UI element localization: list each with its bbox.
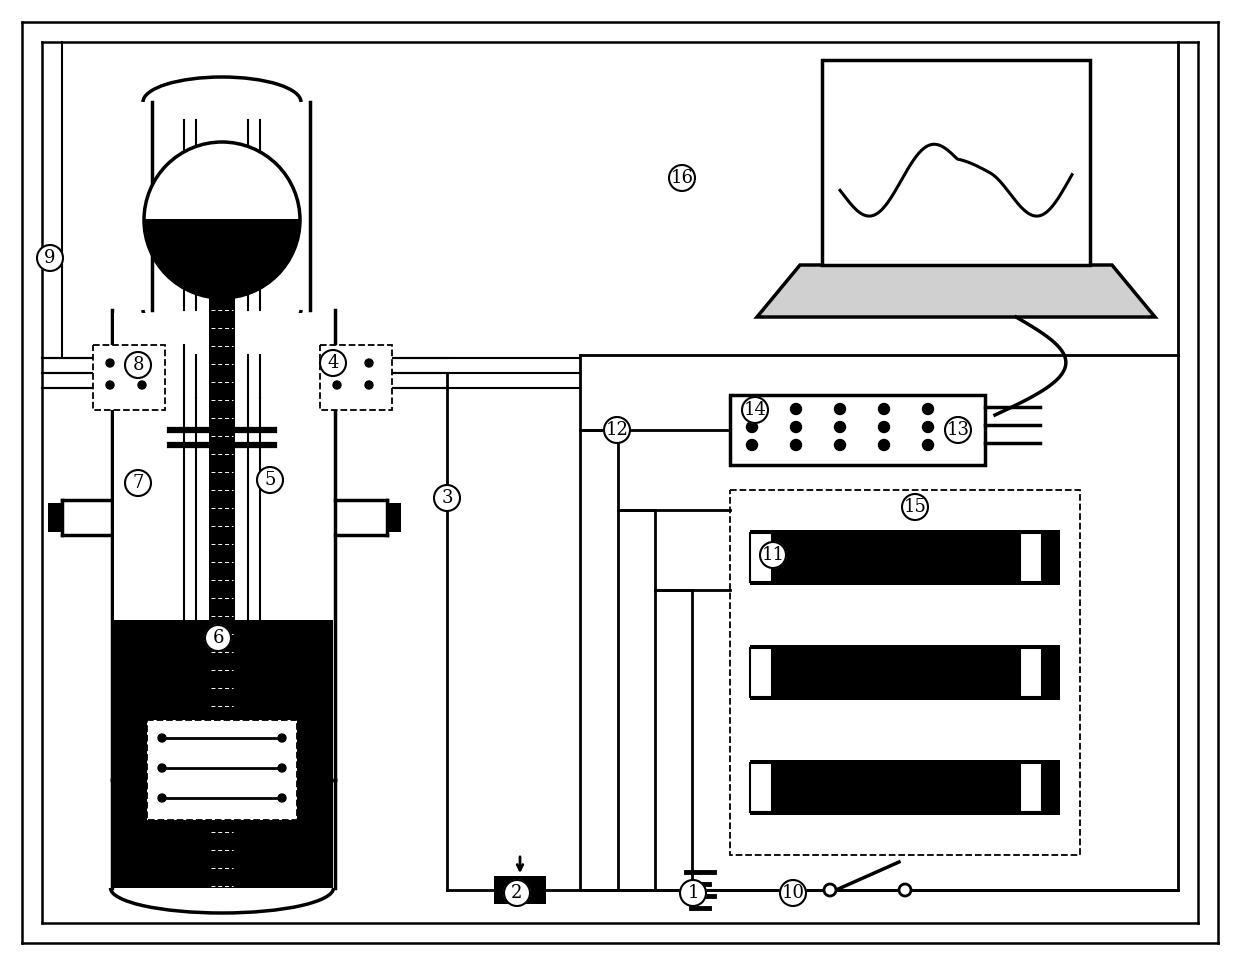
Circle shape [945, 417, 971, 443]
Bar [750, 645, 1060, 700]
Bar [730, 395, 985, 465]
Bar [750, 530, 1060, 585]
Bar [750, 760, 1060, 815]
Circle shape [365, 359, 373, 367]
Bar [93, 345, 165, 410]
Bar [148, 720, 298, 820]
Circle shape [157, 734, 166, 742]
Text: 9: 9 [45, 249, 56, 267]
Circle shape [205, 625, 231, 651]
Circle shape [923, 422, 934, 432]
Text: 12: 12 [605, 421, 629, 439]
Circle shape [334, 381, 341, 389]
Circle shape [878, 439, 889, 451]
Bar [114, 313, 334, 620]
Circle shape [365, 381, 373, 389]
Bar [320, 345, 392, 410]
Bar [494, 876, 546, 904]
Text: 15: 15 [904, 498, 926, 516]
Circle shape [125, 470, 151, 496]
Circle shape [791, 422, 801, 432]
Circle shape [899, 884, 911, 896]
Circle shape [125, 352, 151, 378]
Bar [750, 533, 773, 582]
Polygon shape [756, 265, 1154, 317]
Bar [750, 648, 773, 697]
Circle shape [680, 880, 706, 906]
Circle shape [742, 397, 768, 423]
Circle shape [878, 422, 889, 432]
Circle shape [138, 381, 146, 389]
Bar [822, 60, 1090, 265]
Text: 5: 5 [264, 471, 275, 489]
Circle shape [923, 439, 934, 451]
Circle shape [746, 439, 758, 451]
Circle shape [835, 403, 846, 415]
Circle shape [878, 403, 889, 415]
Circle shape [670, 165, 694, 191]
Circle shape [157, 794, 166, 802]
Circle shape [604, 417, 630, 443]
Bar [210, 298, 236, 888]
Circle shape [320, 350, 346, 376]
Text: 16: 16 [671, 169, 693, 187]
Circle shape [138, 359, 146, 367]
Circle shape [37, 245, 63, 271]
Circle shape [791, 439, 801, 451]
Circle shape [334, 359, 341, 367]
Circle shape [923, 403, 934, 415]
Circle shape [144, 142, 300, 298]
Circle shape [746, 403, 758, 415]
Bar [1021, 763, 1042, 812]
Bar [114, 620, 334, 888]
Text: 11: 11 [761, 546, 785, 564]
Circle shape [791, 403, 801, 415]
Circle shape [901, 494, 928, 520]
Polygon shape [144, 220, 300, 298]
Circle shape [278, 764, 286, 772]
Circle shape [278, 734, 286, 742]
Text: 14: 14 [744, 401, 766, 419]
Circle shape [835, 439, 846, 451]
Circle shape [780, 880, 806, 906]
Circle shape [105, 381, 114, 389]
Text: 4: 4 [327, 354, 339, 372]
Text: 13: 13 [946, 421, 970, 439]
Bar [1021, 533, 1042, 582]
Circle shape [278, 794, 286, 802]
Bar [387, 503, 401, 532]
Circle shape [825, 884, 836, 896]
Bar [48, 503, 62, 532]
Bar [750, 763, 773, 812]
Text: 10: 10 [781, 884, 805, 902]
Text: 3: 3 [441, 489, 453, 507]
Text: 6: 6 [212, 629, 223, 647]
Circle shape [835, 422, 846, 432]
Circle shape [503, 880, 529, 906]
Circle shape [105, 359, 114, 367]
Bar [730, 490, 1080, 855]
Circle shape [257, 467, 283, 493]
Circle shape [434, 485, 460, 511]
Circle shape [157, 764, 166, 772]
Circle shape [760, 542, 786, 568]
Text: 1: 1 [687, 884, 699, 902]
Bar [1021, 648, 1042, 697]
Text: 2: 2 [511, 884, 523, 902]
Circle shape [746, 422, 758, 432]
Text: 8: 8 [133, 356, 144, 374]
Text: 7: 7 [133, 474, 144, 492]
